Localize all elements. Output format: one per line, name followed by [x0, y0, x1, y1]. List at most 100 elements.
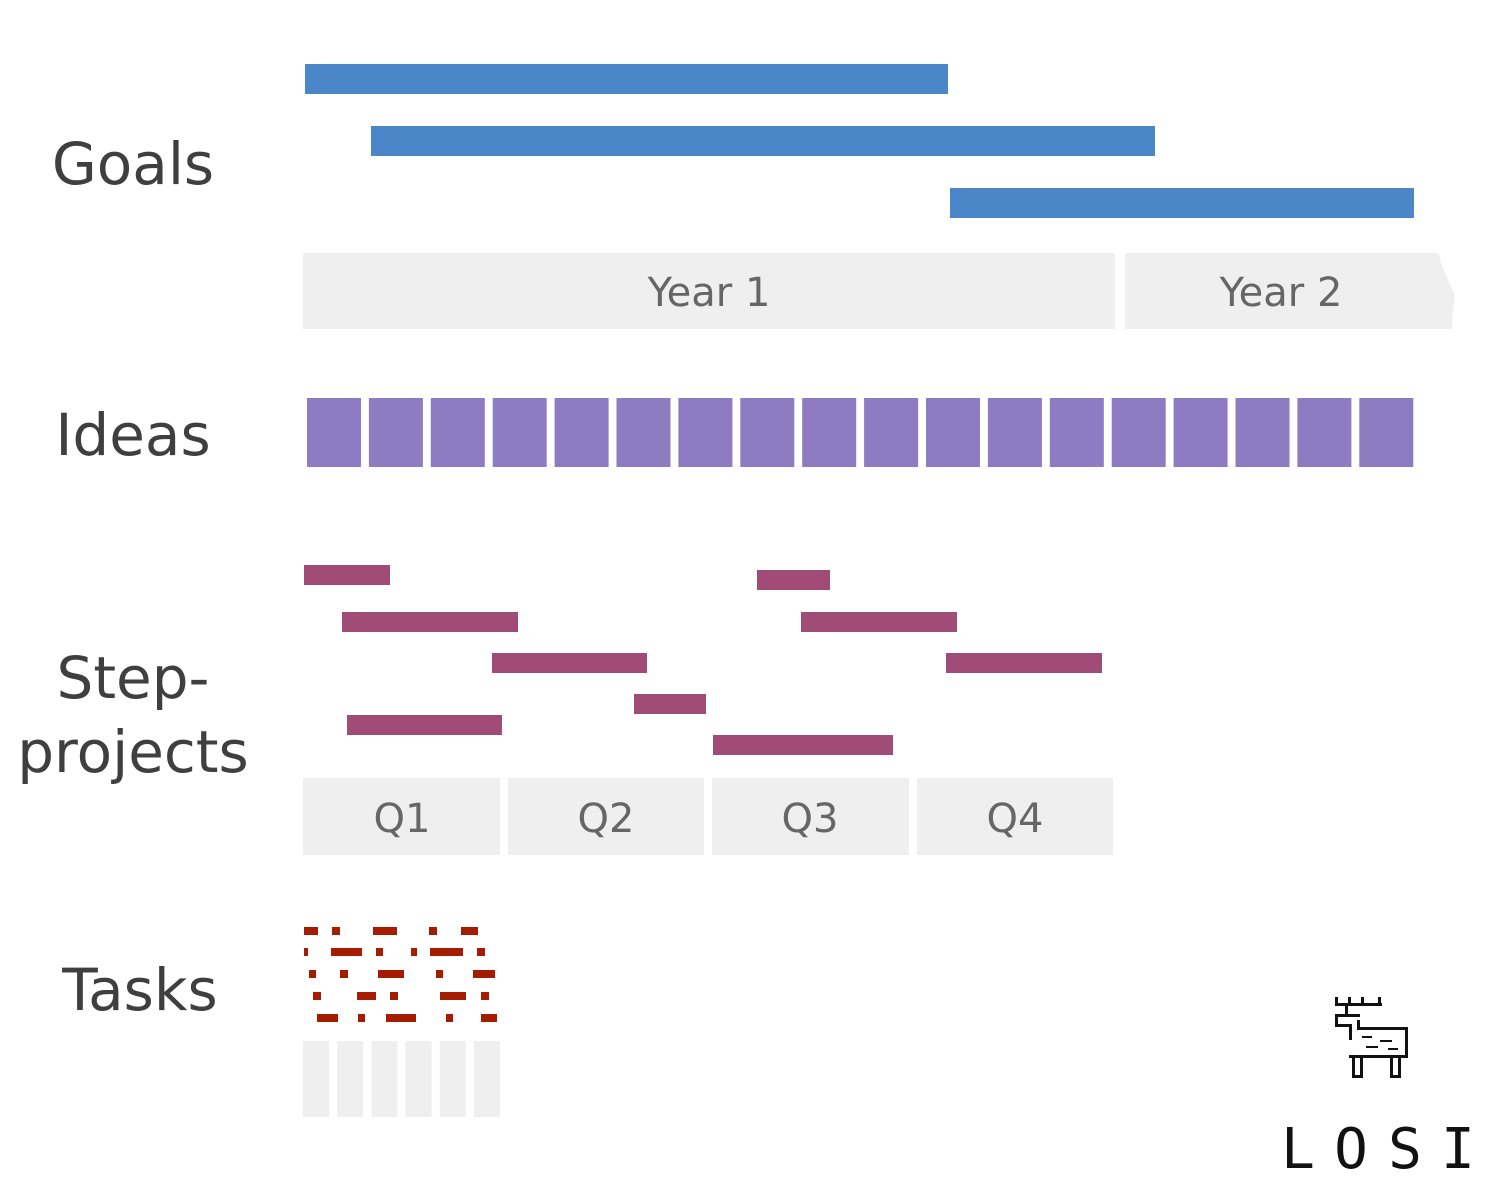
- step-project-bar: [801, 612, 957, 632]
- task-cell: [303, 1041, 329, 1117]
- logo-mark: [1352, 1075, 1363, 1078]
- step-project-bar: [634, 694, 706, 714]
- logo-mark: [1357, 1027, 1408, 1030]
- step-project-bar: [347, 715, 502, 735]
- task-dash: [317, 1014, 338, 1022]
- logo-letter: O: [1334, 1117, 1368, 1182]
- logo-mark: [1378, 997, 1381, 1005]
- idea-block: [926, 398, 980, 467]
- quarter-box: [917, 778, 1113, 855]
- logo-mark: [1335, 1024, 1352, 1027]
- idea-block: [864, 398, 919, 467]
- logo-mark: [1335, 1014, 1360, 1017]
- task-dash: [331, 948, 362, 956]
- task-cell: [474, 1041, 500, 1117]
- goal-bar: [371, 126, 1155, 156]
- quarter-label: Q1: [374, 796, 431, 842]
- task-dash: [481, 992, 489, 1000]
- task-cell: [371, 1041, 398, 1117]
- task-cell: [439, 1041, 466, 1117]
- step-project-bar: [492, 653, 647, 673]
- logo-mark: [1349, 1055, 1408, 1058]
- task-dash: [313, 992, 321, 1000]
- idea-block: [430, 398, 485, 467]
- logo-letter: S: [1388, 1117, 1422, 1182]
- step-project-bar: [342, 612, 518, 632]
- quarter-box: [303, 778, 500, 855]
- task-dash: [376, 948, 383, 956]
- idea-block: [554, 398, 609, 467]
- task-dash: [440, 992, 466, 1000]
- task-dash: [332, 927, 340, 935]
- row-label: Ideas: [55, 401, 210, 469]
- logo-mark: [1405, 1027, 1408, 1058]
- task-dash: [358, 1014, 365, 1022]
- logo-mark: [1361, 997, 1364, 1005]
- step-project-bar: [713, 735, 893, 755]
- quarter-label: Q3: [782, 796, 839, 842]
- logo-mark: [1357, 1020, 1360, 1030]
- idea-block: [368, 398, 423, 467]
- quarter-box: [508, 778, 704, 855]
- task-dash: [430, 948, 463, 956]
- logo-mark: [1362, 1036, 1372, 1038]
- step-project-bar: [757, 570, 830, 590]
- logo-letter: L: [1281, 1117, 1315, 1182]
- logo-letter: I: [1441, 1117, 1475, 1182]
- idea-block: [1111, 398, 1166, 467]
- task-dash: [304, 927, 318, 935]
- row-label: projects: [17, 718, 249, 786]
- logo-mark: [1398, 1058, 1401, 1078]
- step-project-bar: [304, 565, 390, 585]
- task-dash: [411, 948, 417, 956]
- idea-block: [307, 398, 361, 467]
- task-dash: [357, 992, 376, 1000]
- logo-mark: [1360, 1058, 1363, 1078]
- idea-block: [1235, 398, 1290, 467]
- year-label: Year 2: [1219, 270, 1343, 316]
- quarter-box: [712, 778, 909, 855]
- task-dash: [378, 970, 404, 978]
- task-dash: [436, 970, 443, 978]
- quarter-label: Q4: [987, 796, 1044, 842]
- task-dash: [304, 948, 308, 956]
- idea-block: [740, 398, 795, 467]
- logo-mark: [1335, 997, 1338, 1005]
- logo-mark: [1380, 1040, 1392, 1042]
- task-dash: [373, 927, 397, 935]
- task-dash: [481, 1014, 497, 1022]
- step-project-bar: [946, 653, 1102, 673]
- idea-block: [1359, 398, 1414, 467]
- logo-mark: [1335, 1003, 1382, 1006]
- task-dash: [473, 970, 495, 978]
- logo-mark: [1348, 997, 1351, 1005]
- quarter-label: Q2: [578, 796, 635, 842]
- logo-mark: [1390, 1058, 1393, 1078]
- idea-block: [492, 398, 547, 467]
- logo-mark: [1345, 1006, 1348, 1014]
- idea-block: [1173, 398, 1228, 467]
- idea-block: [678, 398, 733, 467]
- idea-block: [616, 398, 671, 467]
- logo-mark: [1349, 1024, 1352, 1040]
- task-dash: [461, 927, 478, 935]
- idea-block: [987, 398, 1042, 467]
- task-dash: [477, 948, 485, 956]
- task-cell: [337, 1041, 364, 1117]
- task-dash: [309, 970, 316, 978]
- year-label: Year 1: [647, 270, 771, 316]
- task-dash: [386, 1014, 416, 1022]
- idea-block: [1049, 398, 1104, 467]
- logo-mark: [1388, 1048, 1398, 1050]
- row-label: Step-: [57, 644, 210, 712]
- logo-mark: [1366, 1046, 1378, 1048]
- task-dash: [429, 927, 437, 935]
- task-dash: [340, 970, 348, 978]
- logo-mark: [1390, 1075, 1401, 1078]
- year-box: [303, 253, 1115, 329]
- row-label: Goals: [52, 130, 214, 198]
- task-dash: [446, 1014, 453, 1022]
- row-label: Tasks: [61, 956, 217, 1024]
